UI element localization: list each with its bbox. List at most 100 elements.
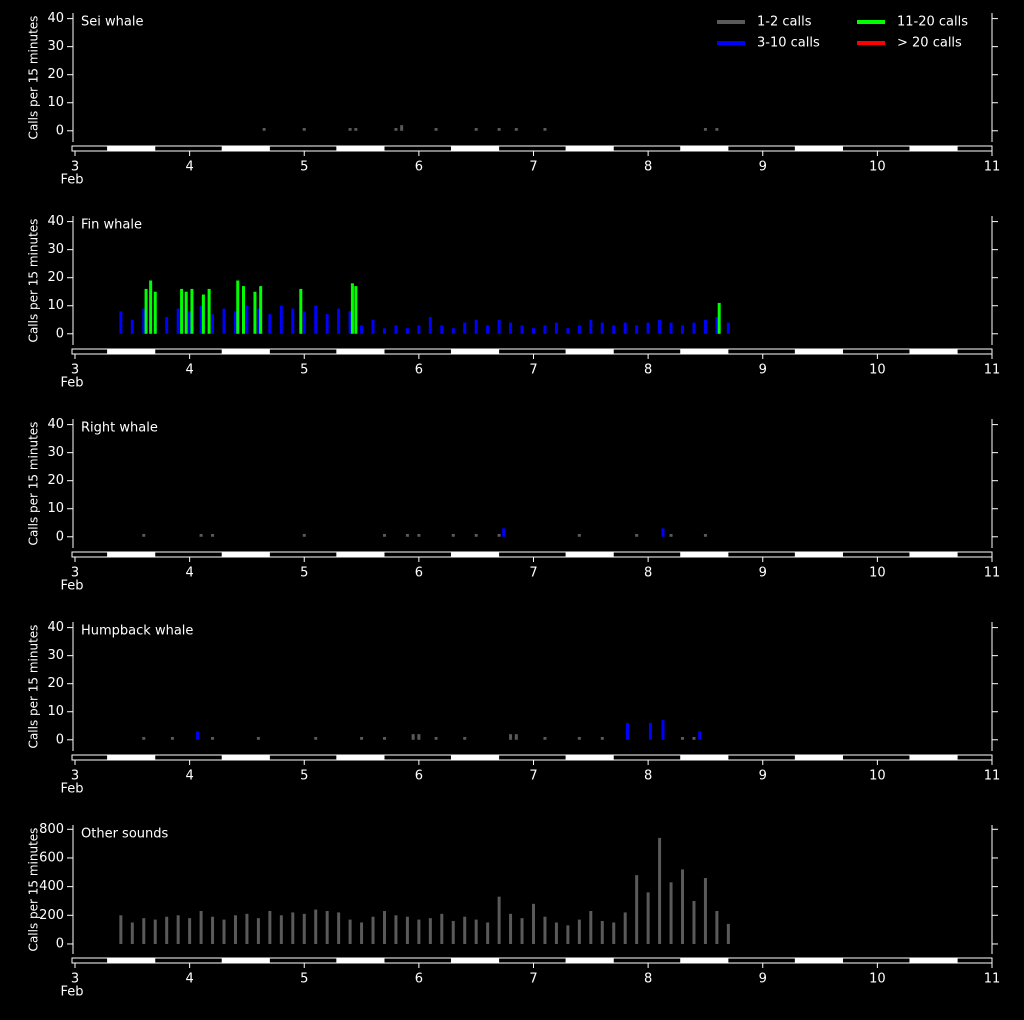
bar bbox=[703, 319, 707, 334]
daylight bbox=[680, 349, 729, 354]
daylight bbox=[680, 958, 729, 963]
bar bbox=[646, 892, 650, 944]
x-sublabel: Feb bbox=[60, 579, 83, 594]
bar bbox=[635, 875, 639, 944]
y-tick-label: 30 bbox=[47, 648, 64, 663]
bar bbox=[428, 316, 432, 334]
day-strip bbox=[71, 957, 993, 964]
chart-title: Right whale bbox=[81, 421, 158, 436]
x-tick-label: 4 bbox=[185, 160, 193, 175]
y-tick-label: 10 bbox=[47, 298, 64, 313]
x-tick-label: 6 bbox=[415, 160, 423, 175]
bar bbox=[543, 916, 547, 944]
daylight bbox=[450, 755, 500, 760]
daylight bbox=[107, 755, 156, 760]
y-tick-label: 10 bbox=[47, 95, 64, 110]
y-tick-label: 30 bbox=[47, 242, 64, 257]
y-tick-label: 0 bbox=[56, 936, 64, 951]
x-tick-label: 3 bbox=[71, 566, 79, 581]
daylight bbox=[336, 146, 385, 151]
x-tick-label: 6 bbox=[415, 566, 423, 581]
bar bbox=[314, 909, 318, 944]
x-tick-label: 8 bbox=[644, 972, 652, 987]
daylight bbox=[107, 958, 156, 963]
legend-label: 3-10 calls bbox=[757, 36, 820, 51]
bar bbox=[245, 305, 249, 334]
daylight bbox=[450, 552, 500, 557]
bar bbox=[497, 127, 501, 131]
bar bbox=[337, 912, 341, 944]
x-tick-label: 9 bbox=[759, 972, 767, 987]
bar bbox=[188, 311, 192, 334]
x-tick-label: 10 bbox=[869, 160, 886, 175]
daylight bbox=[794, 146, 843, 151]
bar bbox=[188, 918, 192, 944]
bar bbox=[417, 325, 421, 334]
bar bbox=[196, 731, 200, 740]
bar bbox=[715, 127, 719, 131]
bar bbox=[532, 328, 535, 334]
daylight bbox=[680, 146, 729, 151]
daylight bbox=[336, 552, 385, 557]
bar bbox=[299, 288, 303, 334]
x-tick-label: 4 bbox=[185, 769, 193, 784]
x-tick-label: 11 bbox=[984, 363, 1001, 378]
x-tick-label: 5 bbox=[300, 160, 308, 175]
bar bbox=[417, 734, 421, 740]
y-tick-label: 20 bbox=[47, 67, 64, 82]
bar bbox=[411, 734, 415, 740]
x-tick-label: 10 bbox=[869, 566, 886, 581]
bar bbox=[635, 325, 639, 334]
x-tick-label: 5 bbox=[300, 769, 308, 784]
bar bbox=[165, 916, 169, 944]
bar bbox=[440, 325, 444, 334]
bar bbox=[669, 882, 673, 944]
y-axis-label: Calls per 15 minutes bbox=[27, 16, 41, 140]
y-tick-label: 200 bbox=[39, 908, 64, 923]
bar bbox=[201, 294, 205, 334]
bar bbox=[474, 319, 478, 334]
bar bbox=[451, 921, 455, 944]
bar bbox=[509, 734, 513, 740]
x-tick-label: 6 bbox=[415, 972, 423, 987]
y-tick-label: 800 bbox=[39, 822, 64, 837]
daylight bbox=[221, 958, 270, 963]
bar bbox=[302, 533, 306, 537]
y-axis-label: Calls per 15 minutes bbox=[27, 422, 41, 546]
x-tick-label: 5 bbox=[300, 566, 308, 581]
bar bbox=[268, 911, 272, 944]
y-tick-label: 40 bbox=[47, 214, 64, 229]
chart-title: Other sounds bbox=[81, 827, 169, 842]
bar bbox=[577, 325, 581, 334]
bar bbox=[325, 314, 329, 334]
y-axis-label: Calls per 15 minutes bbox=[27, 219, 41, 343]
x-sublabel: Feb bbox=[60, 782, 83, 797]
y-axis-label: Calls per 15 minutes bbox=[27, 828, 41, 952]
daylight bbox=[336, 755, 385, 760]
bar bbox=[259, 286, 263, 334]
bar bbox=[703, 127, 707, 131]
x-sublabel: Feb bbox=[60, 985, 83, 1000]
daylight bbox=[107, 552, 156, 557]
x-tick-label: 8 bbox=[644, 363, 652, 378]
x-tick-label: 7 bbox=[529, 769, 537, 784]
bar bbox=[119, 311, 123, 334]
bar bbox=[543, 736, 547, 740]
x-tick-label: 7 bbox=[529, 160, 537, 175]
x-tick-label: 9 bbox=[759, 769, 767, 784]
bar bbox=[142, 533, 146, 537]
y-tick-label: 0 bbox=[56, 529, 64, 544]
bar bbox=[360, 736, 364, 740]
bar bbox=[256, 308, 260, 334]
bar bbox=[463, 322, 467, 334]
chart-title: Humpback whale bbox=[81, 624, 193, 639]
y-tick-label: 30 bbox=[47, 445, 64, 460]
daylight bbox=[909, 958, 958, 963]
daylight bbox=[909, 755, 958, 760]
x-tick-label: 8 bbox=[644, 769, 652, 784]
bar bbox=[142, 918, 146, 944]
bar bbox=[589, 911, 593, 944]
daylight bbox=[221, 146, 270, 151]
daylight bbox=[221, 755, 270, 760]
x-tick-label: 4 bbox=[185, 972, 193, 987]
